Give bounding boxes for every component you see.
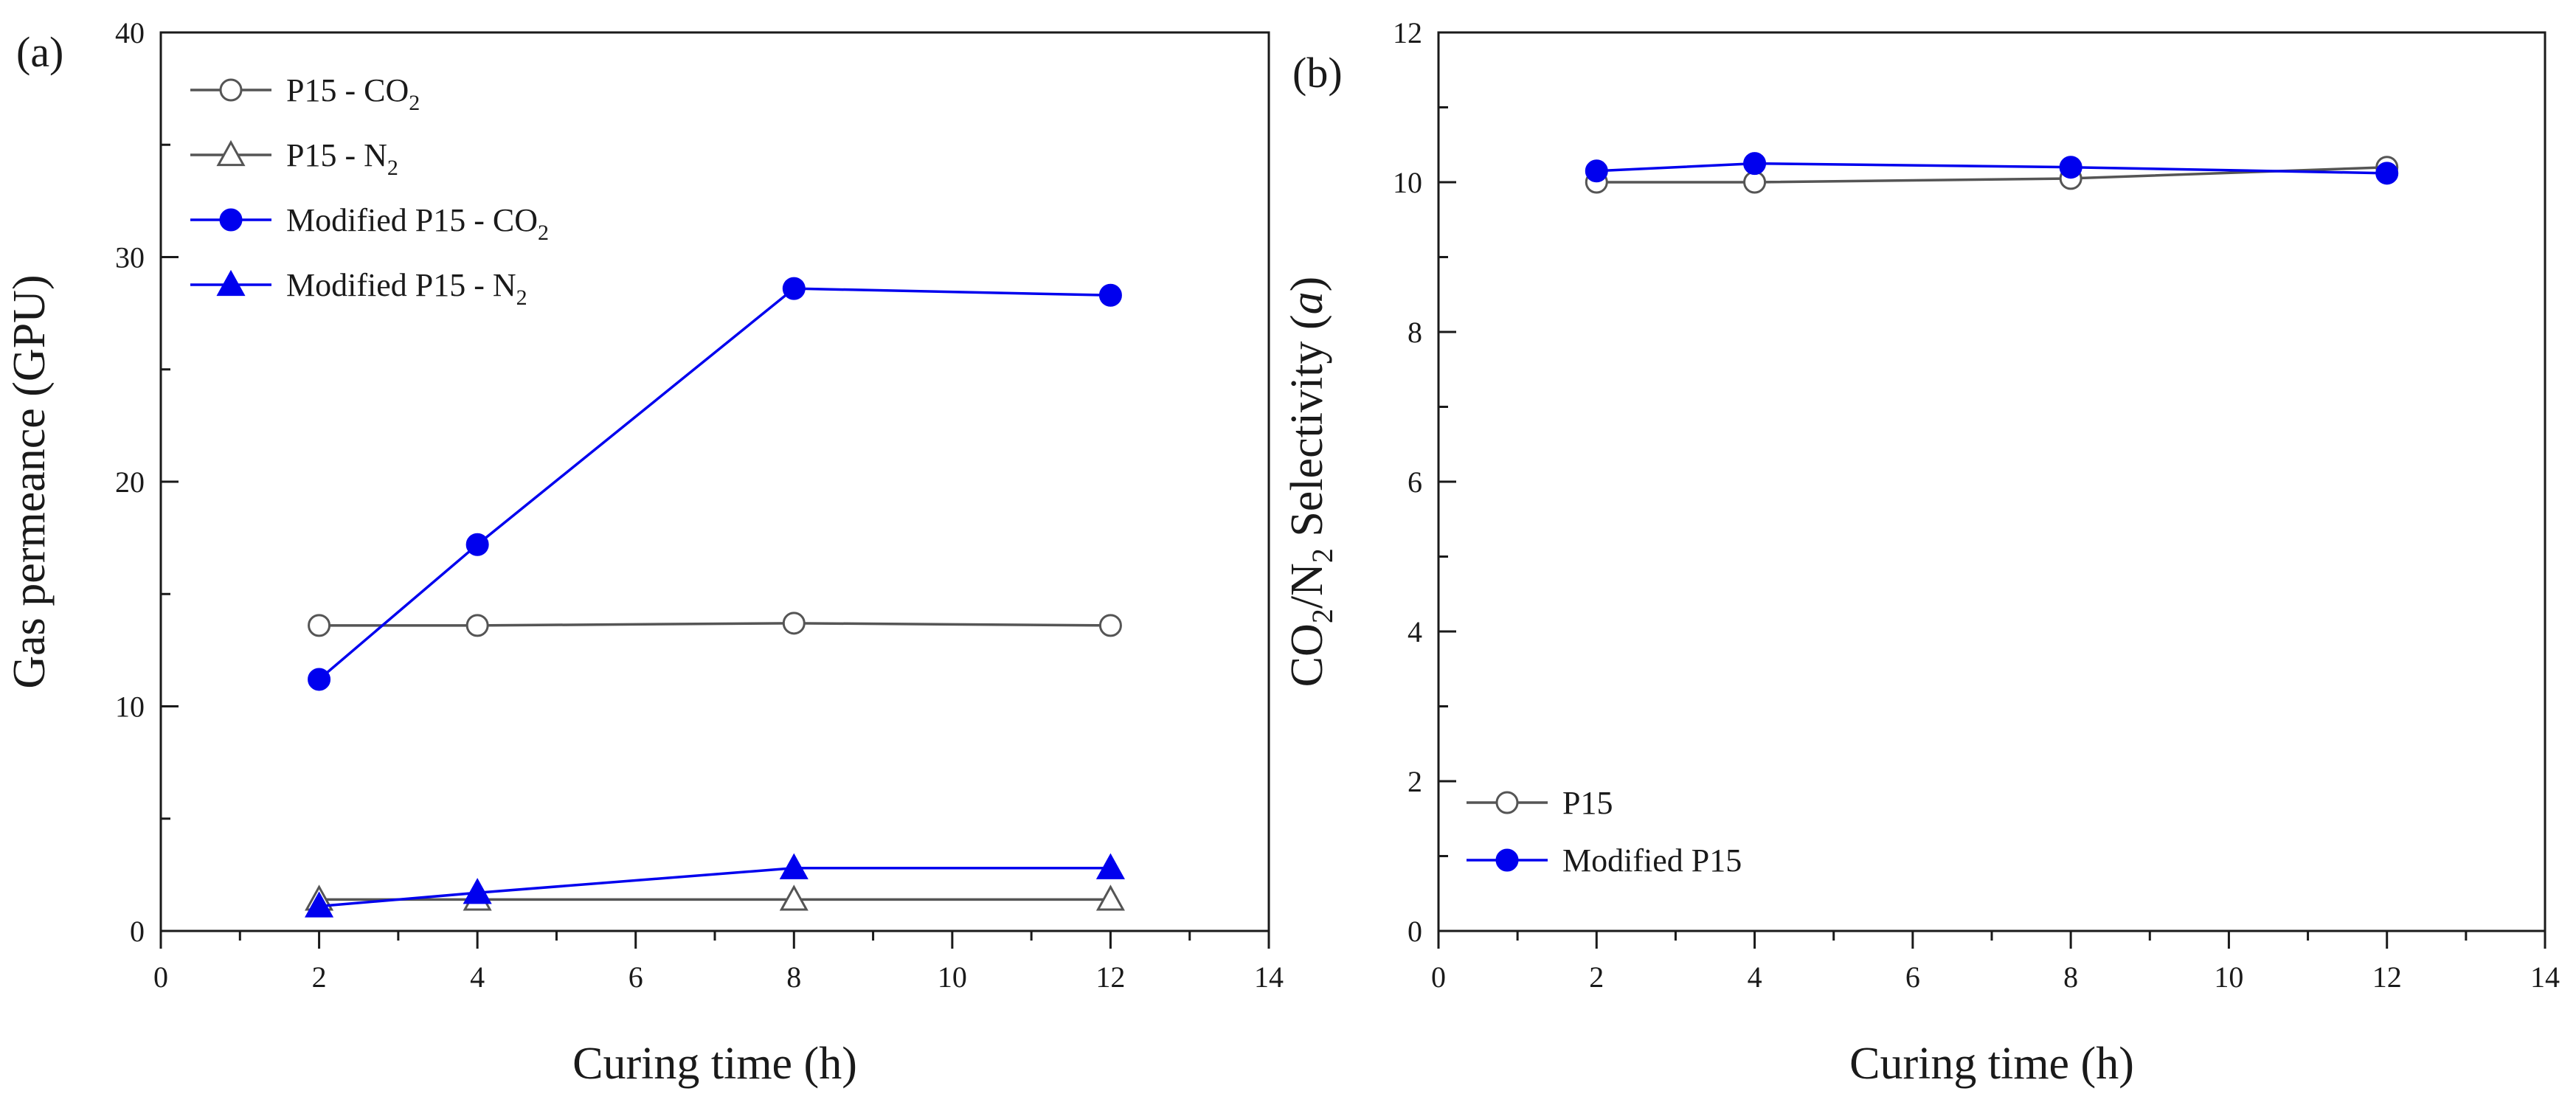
legend-label-main: P15 [1562, 785, 1613, 821]
x-tick-label: 4 [470, 960, 485, 994]
legend-marker [1495, 848, 1519, 872]
legend-marker [219, 78, 243, 102]
x-tick-label: 0 [1431, 960, 1446, 994]
data-point [2059, 156, 2082, 179]
legend-marker [1495, 791, 1519, 814]
data-point [305, 891, 334, 918]
series-modified-p15 [1585, 152, 2399, 185]
y-tick-label: 6 [1408, 465, 1422, 499]
x-axis-title: Curing time (h) [572, 1039, 857, 1089]
data-point [1095, 853, 1125, 879]
legend-label: Modified P15 - CO2 [286, 202, 549, 245]
x-tick-label: 10 [938, 960, 967, 994]
data-point [779, 884, 809, 911]
legend-label-main: P15 - N [286, 137, 387, 173]
data-point [1095, 884, 1125, 911]
legend-marker [216, 269, 246, 297]
panel-label: (a) [16, 28, 63, 76]
legend-label: P15 - N2 [286, 137, 398, 180]
series-line [319, 866, 1111, 908]
legend-label-main: P15 - CO [286, 72, 409, 108]
legend-label-main: Modified P15 - CO [286, 202, 538, 238]
x-tick-label: 12 [2372, 960, 2402, 994]
legend-label: Modified P15 - N2 [286, 267, 527, 310]
x-tick-label: 6 [629, 960, 643, 994]
x-tick-label: 4 [1748, 960, 1762, 994]
y-tick-label: 0 [1408, 915, 1422, 948]
series-line [1596, 162, 2387, 175]
legend-label-main: Modified P15 - N [286, 267, 516, 303]
x-tick-label: 14 [1254, 960, 1284, 994]
panel-label: (b) [1292, 49, 1343, 97]
y-tick-label: 12 [1393, 16, 1422, 49]
data-point [1743, 170, 1767, 194]
y-tick-label: 2 [1408, 765, 1422, 798]
series-p15 [1585, 156, 2399, 194]
x-tick-label: 2 [312, 960, 327, 994]
x-tick-label: 0 [153, 960, 168, 994]
legend-marker [219, 208, 243, 232]
x-tick-label: 8 [2063, 960, 2078, 994]
y-tick-label: 4 [1408, 615, 1422, 648]
y-axis-title: Gas permeance (GPU) [4, 274, 55, 688]
legend: P15 Modified P15 [1467, 785, 1742, 879]
series-line [319, 622, 1111, 627]
data-point [779, 853, 809, 879]
legend-label-subscript: 2 [387, 156, 398, 180]
y-tick-label: 10 [1393, 166, 1422, 199]
series-line [1596, 165, 2387, 184]
y-title-subscript: 2 [1306, 609, 1339, 623]
chart-panel-a: 0 2 4 6 8 10 12 14 0 10 20 30 40 (a) Curing time (h) Ga… [4, 16, 1284, 1089]
x-axis-title: Curing time (h) [1849, 1039, 2134, 1089]
data-point [1098, 614, 1122, 637]
y-tick-label: 20 [115, 465, 145, 499]
y-axis-title: CO2/N2 Selectivity (a) [1282, 277, 1339, 688]
legend-label: P15 - CO2 [286, 72, 420, 115]
legend-marker [216, 139, 246, 167]
legend-label-subscript: 2 [409, 91, 420, 115]
legend-label-main: Modified P15 [1562, 842, 1742, 879]
data-point [782, 612, 806, 635]
y-title-part: Selectivity ( [1282, 314, 1332, 548]
data-point [782, 277, 806, 300]
data-point [1098, 283, 1122, 307]
legend-label-subscript: 2 [516, 285, 527, 310]
data-point [1585, 159, 1608, 183]
data-point [308, 668, 331, 691]
series-p15-n2 [305, 884, 1125, 911]
x-tick-label: 10 [2214, 960, 2243, 994]
series-modified-p15-n2 [305, 853, 1125, 918]
y-title-part: CO [1282, 623, 1332, 687]
chart-panel-b: 0 2 4 6 8 10 12 14 0 2 4 6 8 10 12 (b) Curing time (h) CO… [1282, 16, 2560, 1089]
x-tick-label: 2 [1589, 960, 1604, 994]
y-tick-label: 8 [1408, 316, 1422, 349]
y-tick-label: 40 [115, 16, 145, 49]
y-title-part: a [1282, 291, 1332, 314]
x-tick-label: 12 [1095, 960, 1125, 994]
legend-label: P15 [1562, 785, 1613, 821]
series-p15-co2 [308, 612, 1122, 637]
data-point [2375, 162, 2399, 185]
y-tick-label: 0 [130, 915, 145, 948]
series-line [318, 287, 1111, 681]
y-title-part: /N [1282, 563, 1332, 609]
data-point [465, 614, 489, 637]
legend-label: Modified P15 [1562, 842, 1742, 879]
data-point [463, 878, 492, 904]
data-point [1743, 152, 1767, 176]
data-point [465, 533, 489, 556]
data-point [308, 614, 331, 637]
y-tick-label: 10 [115, 690, 145, 724]
x-tick-label: 8 [786, 960, 801, 994]
y-title-subscript: 2 [1306, 548, 1339, 563]
legend-label-subscript: 2 [538, 221, 549, 245]
y-tick-label: 30 [115, 241, 145, 274]
x-tick-label: 14 [2530, 960, 2560, 994]
y-title-part: ) [1282, 277, 1332, 292]
series-modified-p15-co2 [308, 277, 1122, 691]
x-tick-label: 6 [1905, 960, 1920, 994]
